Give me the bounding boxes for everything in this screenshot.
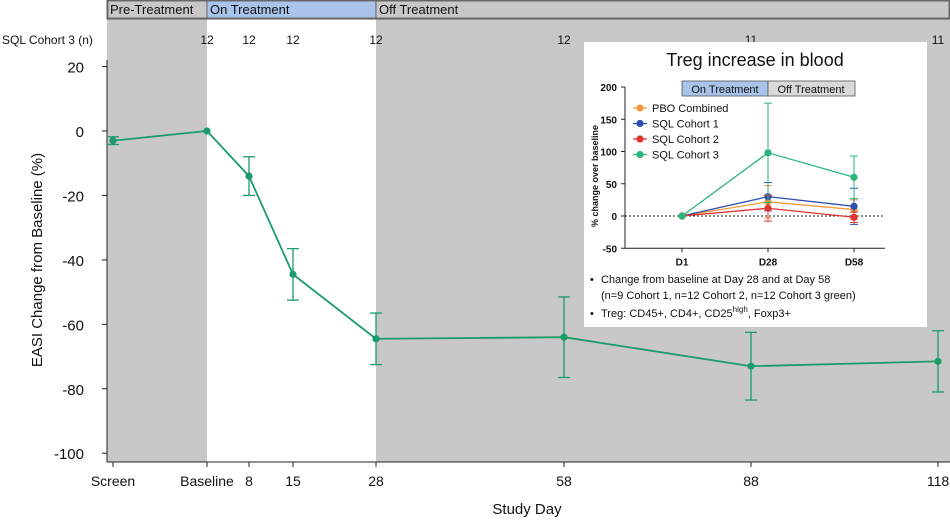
inset-data-point bbox=[850, 173, 858, 181]
main-series bbox=[107, 127, 944, 401]
y-tick-label: -60 bbox=[62, 317, 84, 334]
inset-y-tick-label: 150 bbox=[600, 115, 617, 126]
legend-label: SQL Cohort 3 bbox=[652, 150, 719, 162]
inset-treg-note: Treg: CD45+, CD4+, CD25high, Foxp3+ bbox=[601, 305, 791, 320]
x-tick-label: 88 bbox=[743, 473, 759, 489]
y-axis-title: EASI Change from Baseline (%) bbox=[29, 153, 46, 367]
data-point bbox=[289, 270, 297, 278]
inset-title: Treg increase in blood bbox=[666, 50, 843, 70]
data-point bbox=[560, 333, 568, 341]
y-tick-label: -100 bbox=[54, 446, 84, 463]
inset-y-tick-label: 50 bbox=[606, 180, 618, 191]
y-tick-label: -40 bbox=[62, 253, 84, 270]
inset-data-point bbox=[764, 149, 772, 157]
inset-x-tick-label: D28 bbox=[759, 257, 778, 268]
n-row-value: 12 bbox=[200, 33, 214, 47]
data-point bbox=[934, 357, 942, 365]
n-row-value: 12 bbox=[242, 33, 256, 47]
inset-treg-note-bullet: • bbox=[590, 308, 594, 320]
n-row-value: 11 bbox=[932, 33, 945, 47]
legend-swatch-marker bbox=[636, 135, 644, 143]
inset-data-point bbox=[850, 213, 858, 221]
x-axis-title: Study Day bbox=[492, 501, 562, 518]
x-tick-label: 58 bbox=[556, 473, 572, 489]
treg-note-prefix: Treg: CD45+, CD4+, CD25 bbox=[601, 308, 733, 320]
phase-label-off-treatment: Off Treatment bbox=[379, 2, 459, 17]
inset-phase-off-box bbox=[767, 80, 856, 97]
legend-swatch-marker bbox=[636, 104, 644, 112]
n-row-value: 12 bbox=[286, 33, 300, 47]
data-point bbox=[245, 172, 253, 180]
treg-note-sup: high bbox=[733, 305, 748, 314]
inset-x-tick-label: D58 bbox=[845, 257, 864, 268]
inset-note-line-2: (n=9 Cohort 1, n=12 Cohort 2, n=12 Cohor… bbox=[601, 290, 856, 302]
x-tick-label: Screen bbox=[91, 473, 135, 489]
phase-label-on-treatment: On Treatment bbox=[210, 2, 290, 17]
inset-note-line-1: Change from baseline at Day 28 and at Da… bbox=[601, 274, 830, 286]
phase-header-bar: Pre-Treatment On Treatment Off Treatment bbox=[106, 0, 950, 20]
inset-y-axis-title: % change over baseline bbox=[590, 125, 600, 227]
n-row-value: 12 bbox=[557, 33, 571, 47]
inset-phase-off-label: Off Treatment bbox=[777, 84, 844, 96]
n-row-label: SQL Cohort 3 (n) bbox=[2, 33, 93, 47]
legend-label: SQL Cohort 2 bbox=[652, 134, 719, 146]
n-row-values: 12 12 12 12 12 11 11 bbox=[200, 33, 944, 47]
inset-y-tick-label: 0 bbox=[611, 212, 617, 223]
inset-data-point bbox=[850, 202, 858, 210]
data-point bbox=[747, 362, 755, 370]
phase-off-treatment-box bbox=[375, 0, 950, 19]
y-tick-label: -20 bbox=[62, 188, 84, 205]
inset-legend: PBO Combined SQL Cohort 1 SQL Cohort 2 SQL … bbox=[633, 103, 728, 162]
x-tick-label: 8 bbox=[245, 473, 253, 489]
treg-inset-panel: Treg increase in blood On Treatment Off … bbox=[584, 42, 927, 327]
inset-note-bullet: • bbox=[590, 274, 594, 286]
inset-series bbox=[678, 102, 858, 225]
x-tick-label: 15 bbox=[285, 473, 301, 489]
inset-y-tick-label: 200 bbox=[600, 83, 617, 94]
treg-note-suffix: , Foxp3+ bbox=[748, 308, 791, 320]
y-tick-label: 0 bbox=[76, 124, 84, 141]
legend-label: PBO Combined bbox=[652, 103, 728, 115]
x-tick-label: Baseline bbox=[180, 473, 234, 489]
inset-y-tick-label: -50 bbox=[603, 244, 618, 255]
inset-x-tick-label: D1 bbox=[676, 257, 689, 268]
inset-data-point bbox=[678, 212, 686, 220]
inset-y-tick-label: 100 bbox=[600, 148, 617, 159]
inset-phase-on-label: On Treatment bbox=[691, 84, 758, 96]
inset-data-point bbox=[764, 204, 772, 212]
phase-label-pre-treatment: Pre-Treatment bbox=[110, 2, 194, 17]
legend-swatch-marker bbox=[636, 119, 644, 128]
on-treatment-area bbox=[207, 19, 376, 462]
legend-label: SQL Cohort 1 bbox=[652, 119, 719, 131]
x-tick-label: 118 bbox=[927, 473, 950, 489]
legend-swatch-marker bbox=[636, 150, 644, 159]
series-line bbox=[112, 130, 939, 368]
pre-treatment-shading bbox=[107, 19, 207, 462]
x-tick-label: 28 bbox=[368, 473, 384, 489]
y-tick-label: -80 bbox=[62, 382, 84, 399]
y-tick-label: 20 bbox=[67, 60, 84, 77]
n-row-value: 12 bbox=[369, 33, 383, 47]
data-point bbox=[372, 335, 380, 343]
data-point bbox=[203, 127, 211, 135]
data-point bbox=[109, 137, 117, 145]
